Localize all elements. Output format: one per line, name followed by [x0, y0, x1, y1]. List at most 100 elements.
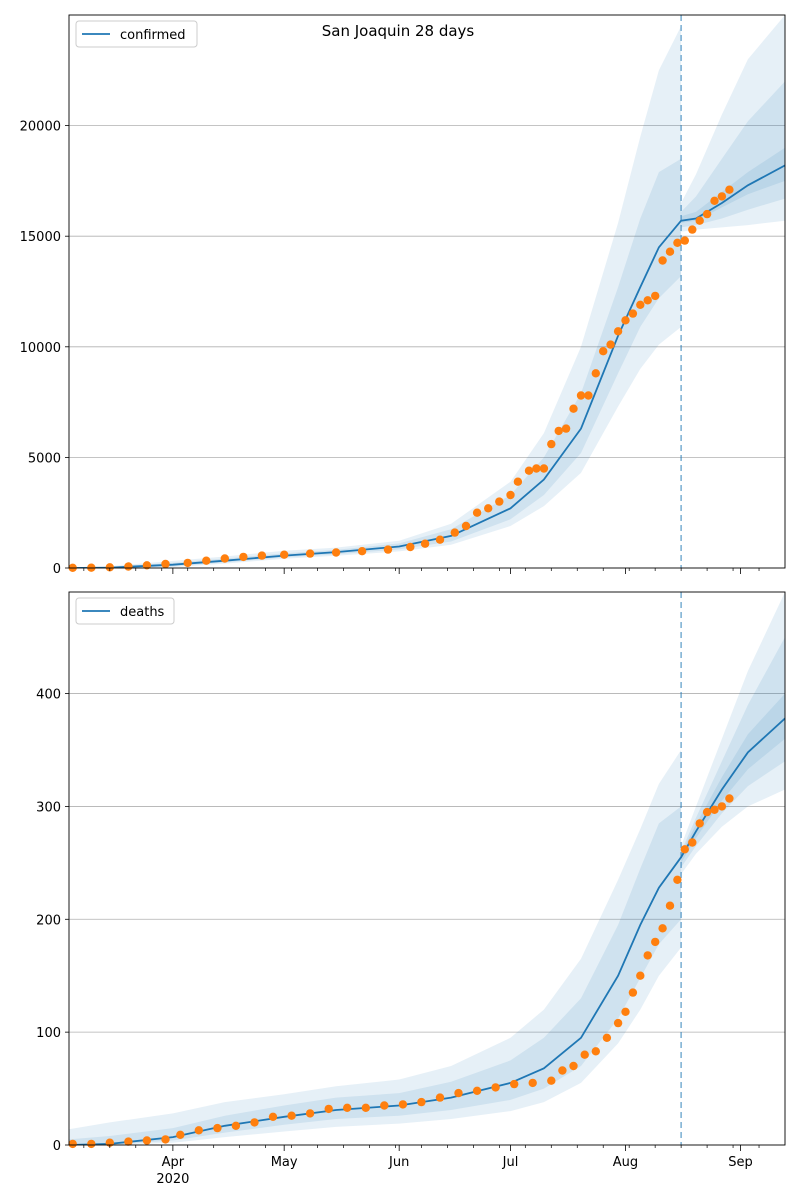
observed-point	[680, 236, 689, 245]
y-tick-label: 0	[53, 1139, 61, 1154]
observed-point	[580, 1050, 589, 1059]
observed-point	[435, 1093, 445, 1102]
observed-point	[554, 426, 563, 436]
y-tick-label: 400	[36, 688, 61, 703]
observed-point	[613, 1018, 623, 1028]
uncertainty-band	[681, 693, 785, 863]
observed-point	[420, 539, 430, 548]
x-tick-label: May	[271, 1155, 298, 1170]
model-line	[69, 164, 785, 568]
observed-point	[547, 1076, 556, 1085]
observed-point	[665, 901, 675, 910]
observed-point	[454, 1088, 463, 1098]
y-tick-label: 0	[53, 562, 61, 577]
observed-point	[406, 542, 415, 552]
observed-point	[673, 875, 682, 884]
observed-point	[643, 951, 652, 960]
observed-point	[176, 1130, 185, 1140]
observed-point	[491, 1083, 500, 1092]
observed-point	[513, 477, 523, 486]
observed-point	[628, 309, 638, 318]
observed-point	[636, 300, 645, 309]
observed-point	[287, 1111, 296, 1120]
observed-point	[161, 559, 170, 569]
x-tick-label: Apr	[162, 1155, 185, 1170]
observed-point	[561, 424, 571, 433]
observed-point	[510, 1079, 519, 1089]
observed-point	[688, 225, 697, 234]
observed-point	[539, 464, 549, 473]
observed-points	[68, 185, 734, 572]
observed-point	[202, 556, 211, 565]
observed-point	[717, 192, 727, 201]
observed-point	[250, 1118, 259, 1127]
observed-point	[658, 256, 667, 265]
observed-point	[547, 439, 556, 449]
observed-point	[220, 554, 229, 563]
observed-point	[621, 1007, 630, 1016]
observed-point	[231, 1121, 241, 1131]
y-tick-label: 15000	[20, 230, 61, 245]
observed-point	[506, 490, 515, 500]
observed-point	[213, 1123, 222, 1133]
y-tick-label: 100	[36, 1026, 61, 1041]
observed-point	[532, 464, 541, 473]
observed-point	[710, 196, 719, 205]
legend-label: confirmed	[120, 28, 186, 43]
observed-point	[161, 1135, 170, 1144]
y-tick-label: 20000	[20, 120, 61, 135]
observed-point	[599, 347, 608, 356]
observed-point	[305, 549, 315, 558]
x-year-label: 2020	[156, 1172, 189, 1187]
observed-point	[484, 504, 493, 513]
x-tick-label: Jul	[502, 1155, 519, 1170]
model-line	[69, 717, 785, 1145]
observed-point	[472, 508, 482, 517]
observed-point	[417, 1097, 426, 1107]
observed-point	[194, 1126, 203, 1135]
observed-point	[142, 1136, 152, 1145]
observed-point	[569, 1061, 578, 1071]
observed-point	[591, 1047, 600, 1056]
observed-point	[331, 548, 341, 557]
observed-point	[602, 1033, 612, 1043]
deaths-panel: 0 100 200 300 400 Apr May Jun Jul Aug Sep 2020 death…	[36, 591, 786, 1187]
observed-point	[124, 562, 133, 571]
observed-point	[606, 340, 615, 349]
observed-point	[643, 296, 652, 305]
observed-point	[695, 819, 704, 828]
legend: confirmed	[75, 20, 198, 48]
legend-box	[75, 597, 175, 625]
observed-point	[343, 1103, 352, 1113]
observed-point	[450, 528, 459, 537]
observed-point	[688, 838, 697, 847]
observed-point	[710, 805, 719, 814]
uncertainty-band	[681, 147, 785, 223]
observed-point	[524, 466, 534, 475]
observed-point	[87, 1139, 96, 1149]
uncertainty-bands	[69, 15, 785, 568]
observed-point	[558, 1066, 567, 1075]
observed-point	[472, 1086, 482, 1096]
observed-point	[695, 216, 704, 225]
x-tick-label: Sep	[728, 1155, 753, 1170]
observed-point	[576, 391, 586, 400]
observed-point	[280, 550, 289, 559]
uncertainty-bands	[69, 592, 785, 1145]
uncertainty-band	[681, 592, 785, 875]
legend-box	[75, 20, 198, 48]
observed-point	[717, 802, 727, 811]
observed-point	[324, 1104, 333, 1114]
legend: deaths	[75, 597, 175, 625]
observed-point	[636, 971, 645, 980]
observed-point	[673, 238, 682, 247]
observed-point	[528, 1078, 537, 1088]
observed-point	[658, 924, 667, 933]
observed-point	[680, 845, 689, 854]
confirmed-panel: 0 5000 10000 15000 20000 confirmed	[20, 14, 786, 577]
observed-point	[651, 937, 660, 947]
observed-point	[702, 807, 712, 817]
observed-point	[613, 327, 623, 336]
axes-frame	[68, 14, 786, 569]
